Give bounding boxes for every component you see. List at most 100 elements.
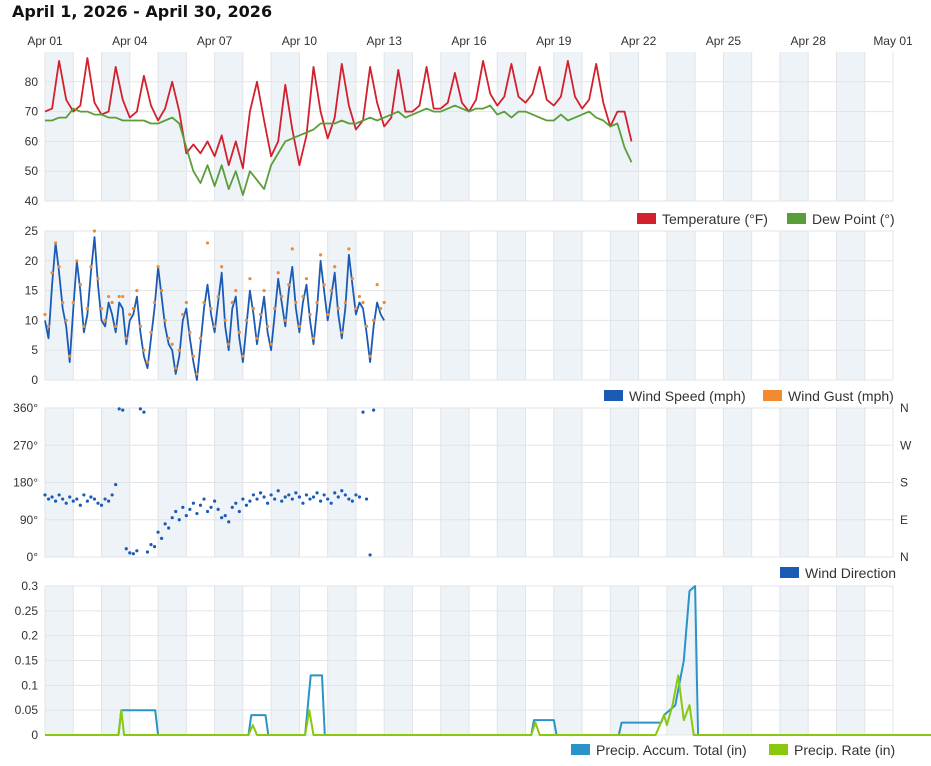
data-point	[333, 491, 337, 495]
data-point	[375, 283, 379, 287]
data-point	[181, 312, 185, 317]
data-point	[294, 300, 298, 305]
data-point	[188, 330, 192, 334]
day-band	[666, 52, 696, 201]
data-point	[357, 294, 362, 299]
data-point	[372, 318, 376, 322]
y-right-label: N	[900, 401, 909, 415]
data-point	[43, 493, 47, 497]
day-band	[214, 231, 243, 380]
x-tick-label: May 01	[873, 34, 913, 48]
data-point	[266, 324, 270, 328]
series-line	[45, 104, 633, 196]
data-point	[170, 342, 174, 346]
data-point	[124, 547, 128, 551]
data-point	[114, 482, 118, 487]
data-point	[191, 354, 195, 358]
data-point	[107, 499, 111, 503]
data-point	[276, 271, 280, 275]
y-tick-label: 70	[25, 105, 39, 119]
day-band	[779, 52, 809, 201]
day-band	[384, 52, 413, 201]
data-point	[343, 493, 347, 497]
data-point	[64, 501, 68, 505]
data-point	[103, 497, 107, 501]
y-tick-label: 60	[25, 134, 39, 148]
data-point	[315, 491, 319, 495]
data-point	[333, 265, 337, 269]
data-point	[71, 499, 75, 503]
data-point	[336, 495, 340, 499]
data-point	[329, 289, 333, 293]
day-band	[610, 52, 639, 201]
y-tick-label: 15	[25, 284, 39, 298]
data-point	[46, 324, 51, 328]
day-band	[271, 52, 300, 201]
day-band	[553, 52, 583, 201]
data-point	[290, 497, 294, 501]
data-point	[361, 410, 365, 414]
data-point	[354, 306, 358, 311]
x-tick-label: Apr 04	[112, 34, 148, 48]
data-point	[128, 312, 132, 317]
data-point	[340, 489, 344, 493]
data-point	[361, 300, 365, 305]
data-point	[322, 493, 326, 497]
data-point	[326, 497, 330, 501]
legend-swatch	[763, 390, 782, 401]
data-point	[75, 259, 79, 263]
day-band	[497, 52, 526, 201]
legend-swatch	[571, 744, 590, 755]
data-point	[202, 300, 206, 305]
data-point	[258, 312, 263, 317]
data-point	[336, 306, 340, 311]
panel-wind-speed-gust: 0 5 10 15 20 25 Wind Speed (mph) Wind Gust (mph…	[25, 224, 894, 404]
data-point	[160, 536, 164, 540]
data-point	[237, 330, 241, 334]
data-point	[156, 530, 160, 534]
data-point	[301, 294, 305, 299]
data-point	[223, 318, 227, 322]
data-point	[75, 497, 79, 501]
data-point	[248, 499, 252, 503]
y-tick-label: 0	[31, 728, 38, 742]
data-point	[149, 330, 153, 334]
data-point	[96, 277, 100, 281]
legend-label: Dew Point (°)	[812, 211, 895, 227]
y-right-label: E	[900, 513, 908, 527]
data-point	[230, 300, 234, 305]
data-point	[195, 511, 199, 516]
data-point	[382, 300, 386, 305]
x-tick-label: Apr 10	[282, 34, 318, 48]
y-tick-label: 270°	[13, 438, 38, 452]
data-point	[57, 265, 61, 269]
y-tick-label: 90°	[20, 513, 38, 527]
data-point	[266, 501, 270, 505]
data-point	[138, 324, 142, 328]
data-point	[220, 265, 224, 269]
data-point	[205, 241, 210, 245]
data-point	[213, 499, 217, 503]
y-right-label: W	[900, 438, 912, 452]
data-point	[142, 410, 146, 414]
data-point	[269, 493, 273, 497]
y-tick-label: 0.15	[15, 654, 39, 668]
data-point	[280, 294, 284, 299]
data-point	[85, 306, 89, 311]
data-point	[46, 497, 51, 501]
y-tick-label: 20	[25, 254, 39, 268]
data-point	[308, 497, 312, 501]
data-point	[304, 277, 309, 281]
y-right-label: S	[900, 476, 908, 490]
data-point	[255, 497, 259, 501]
data-point	[135, 289, 139, 293]
day-band	[440, 231, 469, 380]
data-point	[138, 407, 142, 411]
x-tick-label: Apr 16	[451, 34, 487, 48]
data-point	[230, 505, 234, 509]
x-tick-label: Apr 01	[27, 34, 63, 48]
y-right-label: N	[900, 550, 909, 564]
data-point	[319, 499, 323, 503]
data-point	[61, 497, 65, 501]
data-point	[347, 247, 351, 251]
